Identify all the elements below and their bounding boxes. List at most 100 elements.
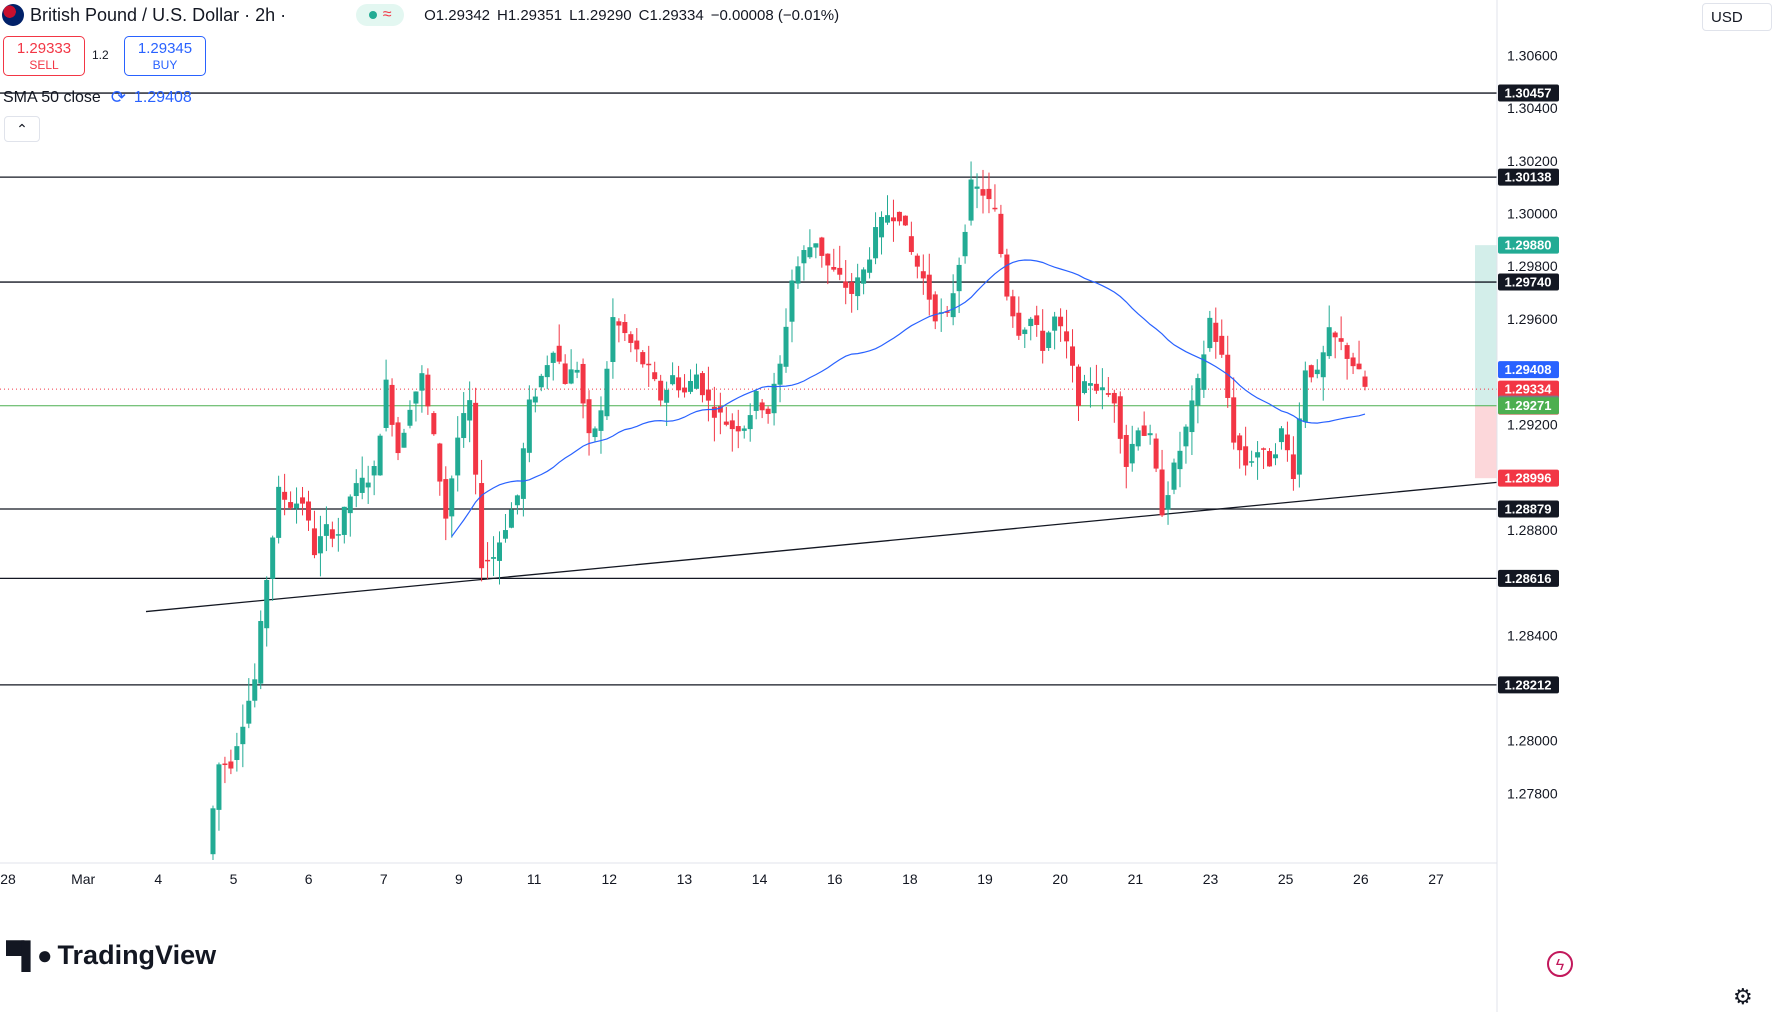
candle-body <box>1284 434 1290 451</box>
candle-body <box>455 437 461 476</box>
candle-body <box>819 237 825 256</box>
market-status-chip[interactable]: ≈ <box>356 4 405 26</box>
candle-body <box>1177 450 1183 470</box>
x-tick-label: 28 <box>0 871 16 887</box>
candle-body <box>329 529 335 539</box>
candle-body <box>311 528 317 556</box>
candle-body <box>282 491 288 500</box>
candle-body <box>1338 338 1344 342</box>
candle-body <box>807 247 813 258</box>
candle-body <box>1028 318 1034 327</box>
y-tick-label: 1.30400 <box>1507 100 1558 116</box>
candle-body <box>688 381 694 392</box>
buy-button[interactable]: 1.29345 BUY <box>124 36 206 76</box>
candle-body <box>491 557 497 559</box>
time-axis[interactable]: 28 Mar 4 5 6 7 9 11 12 13 14 16 18 19 20 21 23 25 26 27 <box>0 871 1444 887</box>
buy-price: 1.29345 <box>137 40 193 57</box>
candle-body <box>1326 327 1332 357</box>
candle-body <box>228 761 234 769</box>
candle-body <box>1105 393 1111 395</box>
candle-body <box>359 477 365 493</box>
candle-body <box>711 406 717 418</box>
price-label: 1.28616 <box>1505 571 1552 586</box>
candle-body <box>598 410 604 431</box>
candle-body <box>1213 322 1219 342</box>
candle-body <box>1004 254 1010 297</box>
sma-value: 1.29408 <box>133 88 192 106</box>
candle-body <box>616 321 622 326</box>
y-tick-label: 1.28800 <box>1507 522 1558 538</box>
candle-body <box>1076 366 1081 406</box>
trendline-segment <box>145 481 1498 613</box>
candle-body <box>1320 352 1326 378</box>
candle-body <box>562 363 568 384</box>
x-tick-label: Mar <box>71 871 95 887</box>
candle-body <box>347 496 353 514</box>
x-tick-label: 11 <box>527 871 542 887</box>
candle-body <box>1189 400 1195 433</box>
candle-body <box>1171 462 1177 490</box>
price-label-bg <box>1498 676 1559 694</box>
candle-body <box>371 466 377 476</box>
x-tick-label: 19 <box>977 871 993 887</box>
candle-body <box>1255 452 1261 458</box>
candle-body <box>413 391 419 404</box>
buy-label: BUY <box>152 58 178 72</box>
lightning-icon[interactable]: ϟ <box>1547 951 1573 977</box>
candle-body <box>1201 354 1207 390</box>
candle-body <box>520 448 526 499</box>
profit-zone <box>1475 245 1497 406</box>
candle-body <box>1058 316 1064 327</box>
candle-body <box>323 524 329 536</box>
price-axis[interactable]: 1.30600 1.30400 1.30200 1.30000 1.29800 1.296… <box>1507 47 1558 801</box>
candle-body <box>998 213 1004 255</box>
candle-body <box>443 479 449 519</box>
candle-body <box>849 282 855 294</box>
candle-body <box>699 373 705 396</box>
x-tick-label: 16 <box>827 871 843 887</box>
candle-body <box>1159 469 1165 516</box>
x-tick-label: 20 <box>1052 871 1068 887</box>
candle-body <box>1022 329 1028 335</box>
refresh-icon[interactable]: ⟳ <box>110 87 126 107</box>
candle-body <box>240 726 246 745</box>
trendline[interactable] <box>145 481 1498 613</box>
candle-body <box>604 368 610 417</box>
candle-body <box>1123 435 1129 467</box>
ohlc-close: C1.29334 <box>638 6 704 24</box>
collapse-legend-button[interactable]: ⌃ <box>4 116 40 142</box>
tradingview-logo[interactable]: ▀▌● TradingView <box>6 940 216 971</box>
symbol-title[interactable]: British Pound / U.S. Dollar · 2h · <box>30 4 287 25</box>
price-label: 1.29880 <box>1505 238 1552 253</box>
candle-body <box>783 326 789 367</box>
candle-body <box>640 352 646 365</box>
candle-body <box>1290 454 1296 480</box>
stop-zone <box>1475 405 1497 479</box>
candle-body <box>902 215 908 226</box>
candle-body <box>729 420 735 430</box>
candle-body <box>747 415 753 430</box>
candle-body <box>1064 331 1070 342</box>
candle-body <box>1141 425 1147 436</box>
ohlc-open: O1.29342 <box>424 6 490 24</box>
candle-body <box>234 746 240 761</box>
candle-body <box>317 536 323 554</box>
candle-body <box>986 188 992 200</box>
candle-body <box>795 266 801 284</box>
x-tick-label: 4 <box>154 871 162 887</box>
price-label-bg <box>1498 500 1559 518</box>
gear-icon[interactable]: ⚙ <box>1733 984 1753 1009</box>
candle-body <box>1278 428 1284 443</box>
candle-body <box>258 621 264 684</box>
candle-body <box>210 808 216 855</box>
candle-body <box>896 211 902 222</box>
price-label-bg <box>1498 84 1559 102</box>
sell-button[interactable]: 1.29333 SELL <box>3 36 85 76</box>
market-open-dot-icon <box>368 11 377 19</box>
candle-body <box>508 509 514 528</box>
candle-body <box>1207 317 1213 349</box>
sma-legend[interactable]: SMA 50 close ⟳ 1.29408 <box>3 87 192 108</box>
candle-body <box>855 277 861 297</box>
currency-selector[interactable]: USD <box>1702 3 1772 31</box>
